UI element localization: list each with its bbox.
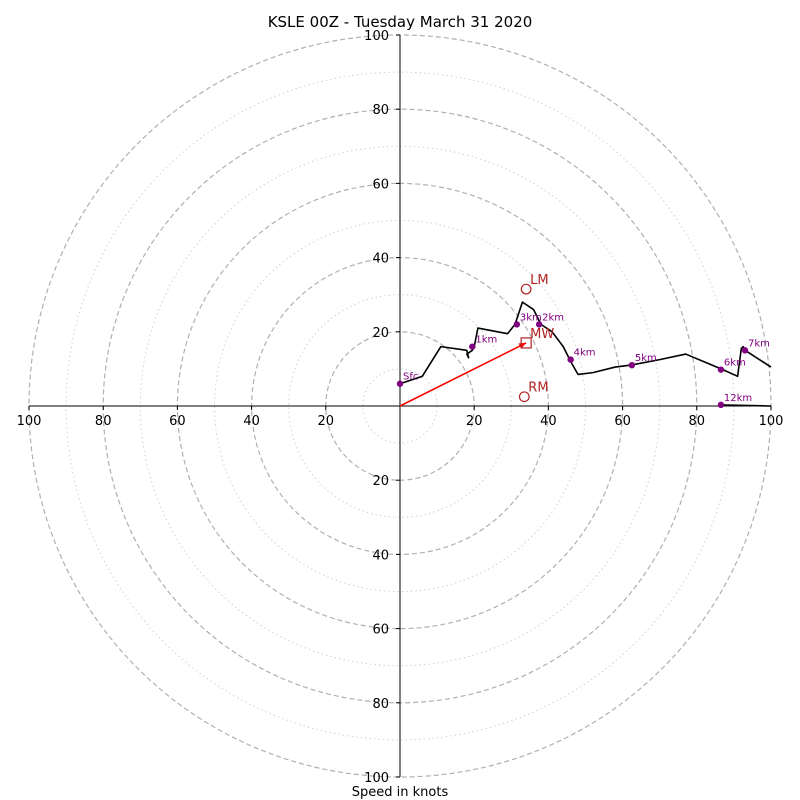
y-tick-label: 100	[364, 771, 389, 786]
storm-label-rm: RM	[528, 381, 548, 396]
x-tick-label: 100	[17, 414, 42, 429]
storm-motion-markers: LM RM MW	[518, 273, 554, 403]
x-tick-label: 40	[243, 414, 260, 429]
x-tick-label: 60	[169, 414, 186, 429]
height-marker-12km	[717, 401, 725, 409]
height-marker-sfc	[396, 380, 404, 387]
height-label-4km: 4km	[574, 348, 596, 359]
hodograph-upper-segment	[720, 404, 772, 407]
y-tick-label: 80	[372, 103, 389, 118]
x-tick-label: 80	[95, 414, 112, 429]
storm-marker-rm	[518, 391, 530, 403]
height-label-12km: 12km	[724, 393, 752, 404]
height-label-6km: 6km	[724, 358, 746, 369]
height-label-5km: 5km	[635, 353, 657, 364]
height-label-sfc: Sfc	[403, 372, 418, 383]
height-label-3km: 3km	[520, 312, 542, 323]
hodograph-trace	[399, 301, 772, 407]
x-tick-label: 20	[466, 414, 483, 429]
height-label-1km: 1km	[475, 335, 497, 346]
storm-marker-lm	[520, 283, 532, 295]
chart-title: KSLE 00Z - Tuesday March 31 2020	[268, 13, 533, 31]
storm-label-mw: MW	[530, 327, 554, 342]
tick-labels: 100 80 60 40 20 20 40 60 80 100 100 80 60 40 20 20 40 60 8…	[17, 29, 784, 786]
x-tick-label: 20	[318, 414, 335, 429]
y-tick-label: 100	[364, 29, 389, 44]
shear-vector	[399, 342, 527, 407]
x-axis-label: Speed in knots	[352, 785, 449, 800]
height-marker-3km	[513, 321, 521, 328]
height-marker-5km	[628, 361, 636, 369]
height-marker-6km	[717, 366, 725, 373]
shear-vector-arrowhead	[518, 342, 527, 349]
y-tick-label: 60	[372, 623, 389, 638]
x-tick-label: 100	[759, 414, 784, 429]
x-tick-label: 80	[689, 414, 706, 429]
y-tick-label: 40	[372, 252, 389, 267]
y-tick-label: 20	[372, 326, 389, 341]
height-marker-7km	[741, 347, 749, 354]
y-tick-label: 80	[372, 697, 389, 712]
x-tick-label: 40	[540, 414, 557, 429]
y-tick-label: 40	[372, 548, 389, 563]
hodograph-line	[399, 301, 772, 385]
height-label-2km: 2km	[542, 312, 564, 323]
height-label-7km: 7km	[748, 338, 770, 349]
height-marker-1km	[469, 343, 476, 350]
x-tick-label: 60	[614, 414, 631, 429]
storm-marker-mw	[520, 337, 532, 349]
y-tick-label: 20	[372, 474, 389, 489]
storm-label-lm: LM	[530, 273, 548, 288]
height-marker-4km	[567, 356, 574, 363]
height-marker-2km	[535, 321, 543, 328]
y-tick-label: 60	[372, 177, 389, 192]
shear-vector-line	[399, 342, 527, 407]
